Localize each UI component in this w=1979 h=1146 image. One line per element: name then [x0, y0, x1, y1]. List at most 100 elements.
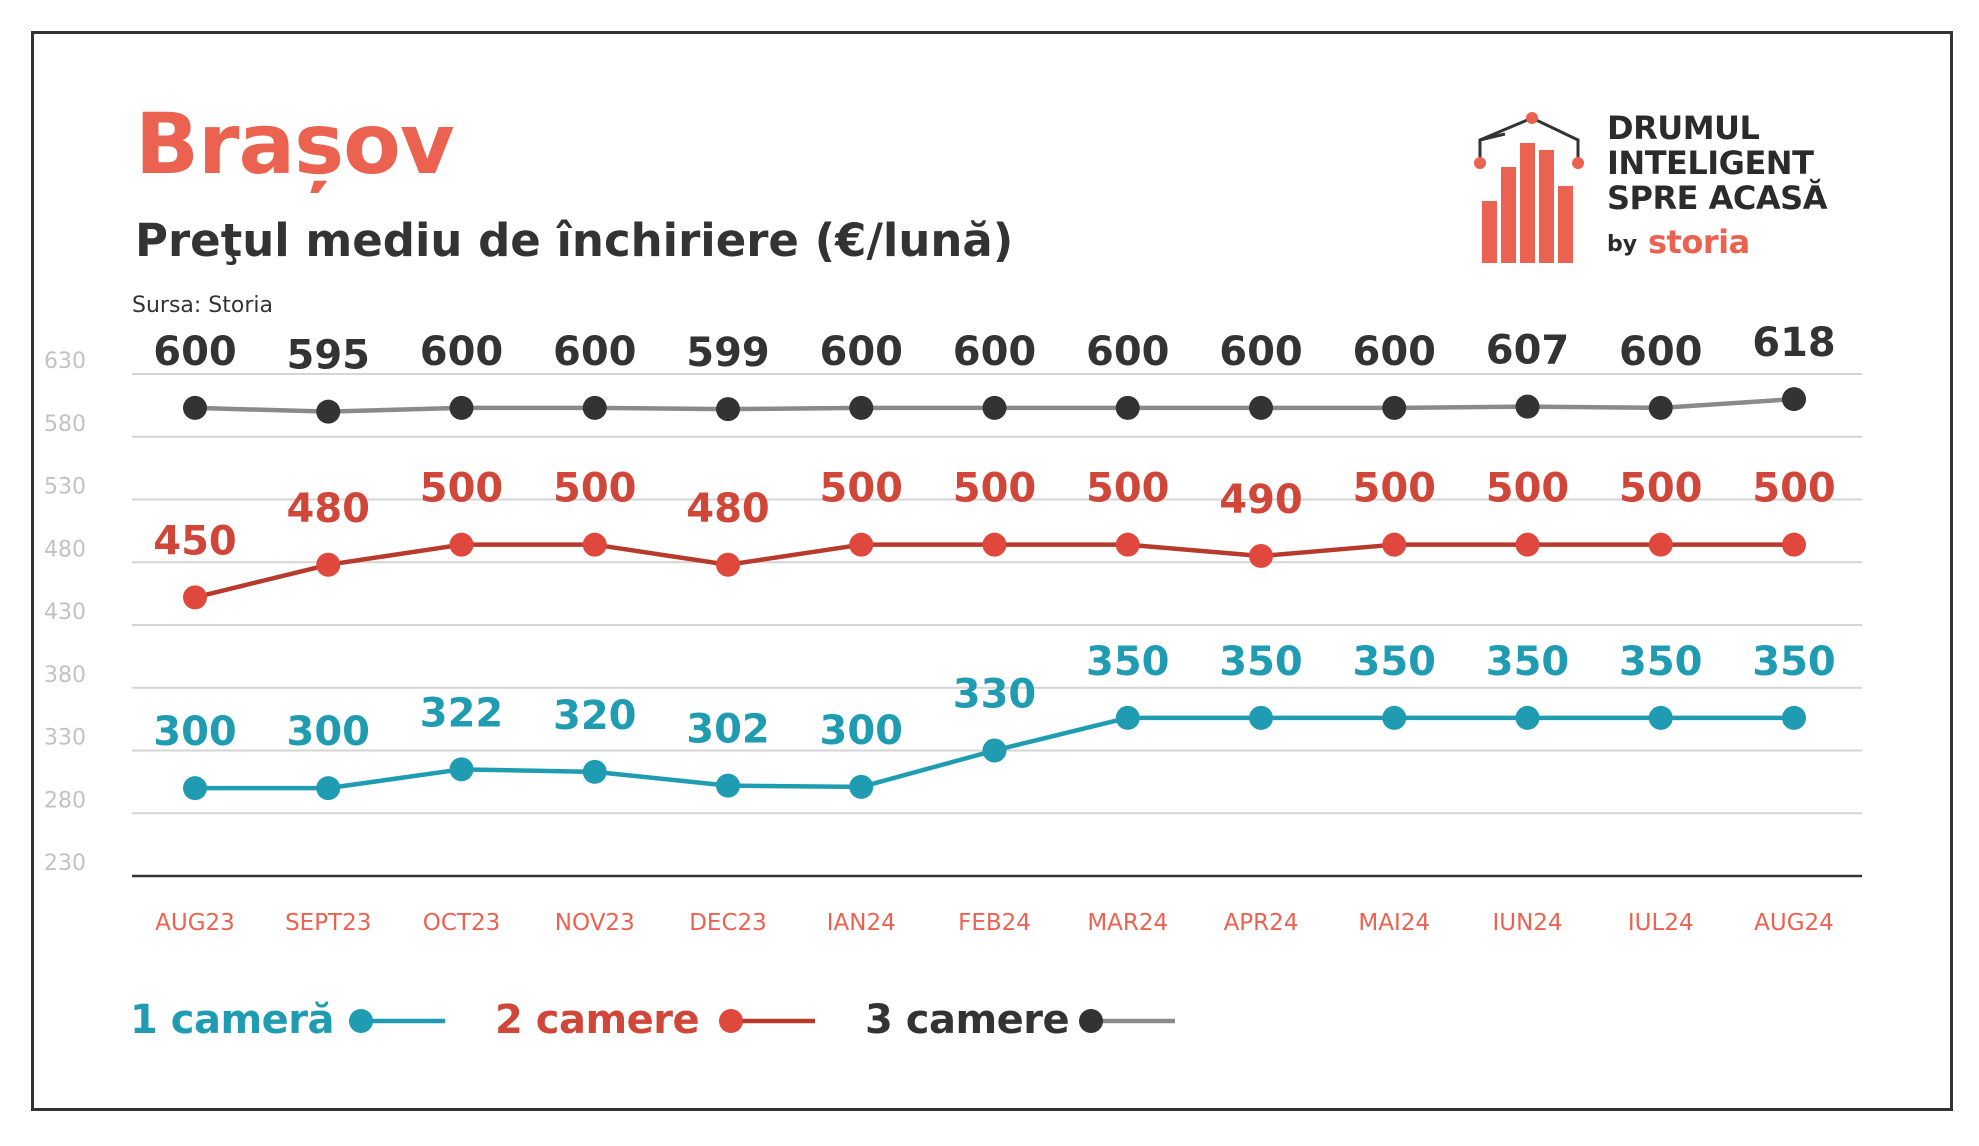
- x-tick-label-mar24: MAR24: [1087, 910, 1168, 936]
- data-point-s1-iun24: [1515, 705, 1540, 730]
- logo-text-line-2: INTELIGENT: [1607, 144, 1814, 182]
- x-tick-label-ian24: IAN24: [827, 910, 896, 936]
- data-label-s3-nov23: 600: [553, 329, 637, 375]
- data-label-s1-nov23: 320: [553, 693, 637, 739]
- data-point-s1-mai24: [1382, 705, 1407, 730]
- data-point-s2-iul24: [1648, 532, 1673, 557]
- x-tick-label-apr24: APR24: [1224, 910, 1299, 936]
- data-label-s2-mar24: 500: [1086, 466, 1170, 512]
- y-tick-label-330: 330: [44, 726, 86, 751]
- data-point-s2-mai24: [1382, 532, 1407, 557]
- legend-label-2: 2 camere: [495, 997, 700, 1043]
- data-label-s3-mai24: 600: [1353, 329, 1437, 375]
- data-point-s3-aug23: [183, 395, 207, 420]
- x-tick-label-iun24: IUN24: [1492, 910, 1562, 936]
- data-point-s1-oct23: [449, 757, 474, 782]
- data-label-s3-mar24: 600: [1086, 329, 1170, 375]
- data-point-s3-ian24: [849, 395, 874, 420]
- x-tick-label-sept23: SEPT23: [285, 910, 371, 936]
- y-tick-label-380: 380: [44, 663, 86, 688]
- data-point-s1-sept23: [316, 776, 341, 801]
- data-label-s3-ian24: 600: [820, 329, 904, 375]
- data-point-s3-apr24: [1249, 395, 1273, 420]
- data-label-s1-mai24: 350: [1353, 639, 1437, 685]
- legend-marker-3: [1079, 1009, 1103, 1033]
- y-tick-label-630: 630: [44, 349, 86, 374]
- y-tick-label-230: 230: [44, 851, 86, 876]
- data-point-s1-dec23: [716, 773, 740, 798]
- data-point-s3-iul24: [1648, 395, 1673, 420]
- data-label-s3-aug23: 600: [153, 329, 237, 375]
- legend-swatch-1: [349, 1009, 445, 1033]
- data-label-s2-oct23: 500: [420, 466, 504, 512]
- data-point-s3-iun24: [1515, 394, 1540, 419]
- x-axis: AUG23 SEPT23 OCT23 NOV23 DEC23 IAN24 FEB24 MAR2…: [132, 874, 1862, 936]
- y-tick-label-280: 280: [44, 788, 86, 813]
- legend-marker-2: [719, 1009, 743, 1033]
- data-point-s3-oct23: [449, 395, 474, 420]
- legend-swatch-3: [1079, 1009, 1175, 1033]
- data-label-s2-aug23: 450: [153, 518, 237, 564]
- data-point-s2-feb24: [982, 532, 1007, 557]
- data-label-s3-iun24: 607: [1486, 328, 1570, 374]
- logo-brand-name: storia: [1648, 223, 1750, 261]
- data-point-s3-nov23: [582, 395, 607, 420]
- data-label-s3-dec23: 599: [686, 330, 770, 376]
- data-point-s2-oct23: [449, 532, 474, 557]
- chart-title: Brașov: [135, 95, 455, 193]
- data-label-s1-dec23: 302: [686, 707, 770, 753]
- data-label-s1-ian24: 300: [820, 708, 904, 754]
- chart-legend: 1 cameră 2 camere 3 camere: [130, 995, 1430, 1045]
- data-label-s2-aug24: 500: [1752, 466, 1836, 512]
- data-point-s1-mar24: [1115, 705, 1140, 730]
- chart-gridlines: [132, 373, 1862, 815]
- data-label-s1-mar24: 350: [1086, 639, 1170, 685]
- data-label-s3-feb24: 600: [953, 329, 1037, 375]
- data-label-s3-iul24: 600: [1619, 329, 1703, 375]
- data-point-s2-aug24: [1782, 532, 1806, 557]
- data-label-s3-apr24: 600: [1219, 329, 1303, 375]
- logo-house-icon: [1474, 112, 1584, 263]
- y-tick-label-430: 430: [44, 600, 86, 625]
- data-label-s2-sept23: 480: [287, 486, 371, 532]
- data-point-s1-aug23: [183, 776, 207, 801]
- series-markers: [183, 387, 1806, 801]
- data-point-s1-ian24: [849, 774, 874, 799]
- data-label-s1-oct23: 322: [420, 690, 504, 736]
- data-point-s2-ian24: [849, 532, 874, 557]
- x-tick-label-mai24: MAI24: [1358, 910, 1430, 936]
- x-tick-label-iul24: IUL24: [1628, 910, 1694, 936]
- data-label-s2-mai24: 500: [1353, 466, 1437, 512]
- data-label-s1-apr24: 350: [1219, 639, 1303, 685]
- legend-label-3: 3 camere: [865, 997, 1070, 1043]
- chart-frame: [31, 31, 1953, 1111]
- data-label-s1-aug23: 300: [153, 709, 237, 755]
- data-point-s2-sept23: [316, 552, 341, 577]
- x-tick-label-aug24: AUG24: [1754, 910, 1834, 936]
- x-tick-label-feb24: FEB24: [958, 910, 1031, 936]
- data-label-s1-sept23: 300: [287, 709, 371, 755]
- data-label-s1-feb24: 330: [953, 672, 1037, 718]
- data-label-s2-ian24: 500: [820, 466, 904, 512]
- legend-label-1: 1 cameră: [130, 997, 335, 1043]
- data-label-s1-iul24: 350: [1619, 639, 1703, 685]
- y-tick-label-480: 480: [44, 537, 86, 562]
- data-point-s2-aug23: [183, 585, 207, 610]
- data-point-s3-aug24: [1782, 387, 1806, 412]
- storia-logo: DRUMUL INTELIGENT SPRE ACASĂ by storia: [1470, 110, 1870, 270]
- data-point-s2-iun24: [1515, 532, 1540, 557]
- data-point-s2-mar24: [1115, 532, 1140, 557]
- logo-by-text: by: [1607, 232, 1638, 257]
- y-tick-label-580: 580: [44, 412, 86, 437]
- data-point-s3-mai24: [1382, 395, 1407, 420]
- data-label-s3-sept23: 595: [287, 333, 371, 379]
- data-label-s2-nov23: 500: [553, 466, 637, 512]
- legend-swatch-2: [719, 1009, 815, 1033]
- data-label-s1-aug24: 350: [1752, 639, 1836, 685]
- data-label-s2-feb24: 500: [953, 466, 1037, 512]
- data-labels: 300 300 322 320 302 300 330 350 350 350 350 350 350 4…: [153, 320, 1836, 755]
- x-tick-label-nov23: NOV23: [555, 910, 635, 936]
- data-label-s2-dec23: 480: [686, 486, 770, 532]
- data-label-s2-apr24: 490: [1219, 477, 1303, 523]
